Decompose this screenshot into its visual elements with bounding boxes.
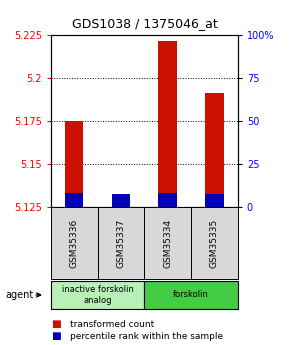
Bar [158, 41, 177, 207]
Text: GSM35335: GSM35335 [210, 219, 219, 268]
Text: GSM35334: GSM35334 [163, 219, 172, 268]
Text: GDS1038 / 1375046_at: GDS1038 / 1375046_at [72, 17, 218, 30]
Bar [205, 93, 224, 207]
Bar [112, 201, 130, 207]
Bar [65, 193, 84, 207]
Bar [158, 193, 177, 207]
Bar [65, 121, 84, 207]
Text: forskolin: forskolin [173, 290, 209, 299]
Text: inactive forskolin
analog: inactive forskolin analog [61, 285, 133, 305]
Text: ■: ■ [51, 319, 61, 329]
Text: ■: ■ [51, 332, 61, 341]
Bar [205, 194, 224, 207]
Text: transformed count: transformed count [70, 320, 154, 329]
Bar [112, 194, 130, 207]
Text: agent: agent [6, 290, 34, 300]
Text: percentile rank within the sample: percentile rank within the sample [70, 332, 223, 341]
Text: GSM35337: GSM35337 [116, 219, 125, 268]
Text: GSM35336: GSM35336 [70, 219, 79, 268]
